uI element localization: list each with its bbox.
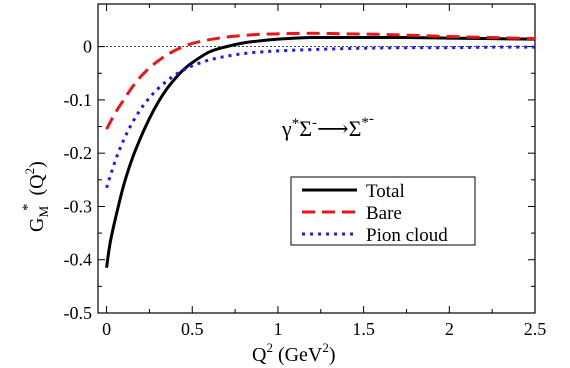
annotation-star-1: *: [292, 116, 300, 132]
legend-box: [290, 176, 476, 246]
y-label-sup: 2: [22, 168, 37, 175]
y-label-open: (Q: [26, 174, 48, 196]
y-label-sub: M: [36, 206, 51, 218]
legend-label-pion-cloud: Pion cloud: [366, 225, 448, 246]
axis-ticks: [98, 4, 536, 314]
y-tick-labels: 0 -0.1 -0.2 -0.3 -0.4 -0.5: [64, 37, 93, 323]
series-line-total: [105, 36, 536, 268]
legend: Total Bare Pion cloud: [290, 176, 476, 246]
reaction-annotation: γ*Σ-⟶Σ*-: [281, 111, 374, 141]
y-label-star: *: [20, 203, 36, 211]
x-tick-label: 2: [445, 319, 454, 339]
x-tick-label: 0: [102, 319, 111, 339]
series-line-pion-cloud: [105, 45, 536, 189]
y-tick-label: -0.5: [64, 303, 93, 323]
annotation-sigma-1: Σ: [299, 116, 312, 141]
x-label-q: Q: [252, 344, 267, 366]
y-label-close: ): [26, 161, 48, 168]
x-tick-labels: 0 0.5 1 1.5 2 2.5: [102, 319, 546, 339]
y-label-g: G: [26, 218, 48, 232]
annotation-star-2: *: [361, 115, 369, 131]
x-label-unit-close: ): [329, 344, 336, 366]
annotation-minus-2: -: [369, 111, 374, 127]
y-tick-label: -0.3: [64, 196, 93, 216]
y-tick-label: -0.1: [64, 90, 93, 110]
legend-label-total: Total: [366, 181, 405, 202]
x-axis-label: Q2 (GeV2): [252, 340, 336, 366]
annotation-sigma-2: Σ: [349, 116, 362, 141]
annotation-arrow: ⟶: [317, 116, 349, 141]
series-layer: [105, 31, 536, 268]
x-label-unit-open: (GeV: [273, 344, 323, 366]
x-tick-label: 0.5: [181, 319, 204, 339]
legend-label-bare: Bare: [366, 203, 402, 224]
series-line-bare: [105, 31, 536, 130]
plot-frame: [97, 3, 536, 314]
y-axis-label: GM* (Q2): [20, 161, 51, 232]
x-label-q-sup: 2: [266, 340, 273, 355]
x-tick-label: 2.5: [524, 319, 547, 339]
x-tick-label: 1.5: [352, 319, 375, 339]
y-tick-label: -0.2: [64, 143, 93, 163]
y-tick-label: -0.4: [64, 250, 93, 270]
x-label-unit-sup: 2: [322, 340, 329, 355]
annotation-minus-1: -: [312, 115, 317, 131]
annotation-gamma: γ: [281, 116, 292, 141]
y-tick-label: 0: [83, 37, 92, 57]
x-tick-label: 1: [273, 319, 282, 339]
